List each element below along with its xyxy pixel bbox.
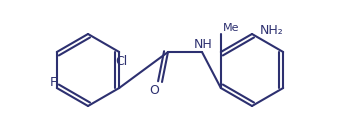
Text: Cl: Cl	[115, 55, 127, 69]
Text: NH₂: NH₂	[260, 24, 284, 36]
Text: F: F	[49, 75, 56, 89]
Text: NH: NH	[194, 38, 212, 50]
Text: Me: Me	[223, 23, 239, 33]
Text: O: O	[149, 84, 159, 97]
